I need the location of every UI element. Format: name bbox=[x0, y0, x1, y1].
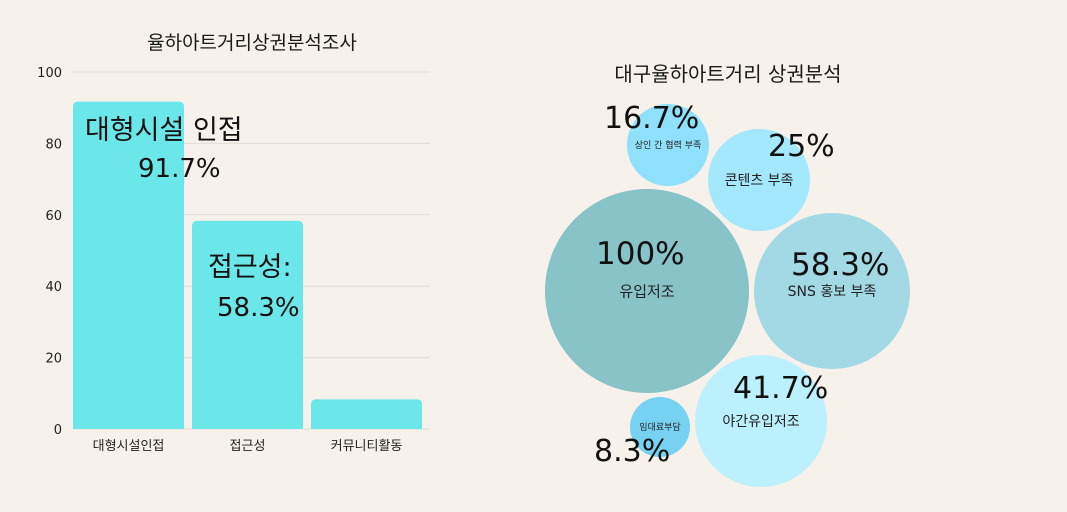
x-tick-label: 접근성 bbox=[230, 439, 266, 454]
bubble-label: 임대료부담 bbox=[639, 421, 680, 433]
bubble-chart-title: 대구율하아트거리 상권분석 bbox=[614, 62, 841, 86]
bar-annotation-title: 대형시설 인접 bbox=[85, 115, 243, 146]
y-tick-label: 80 bbox=[45, 137, 62, 152]
bar bbox=[192, 220, 303, 429]
bubble bbox=[630, 397, 690, 457]
bubble-value-label: 16.7% bbox=[604, 101, 699, 136]
bubble-value-label: 58.3% bbox=[791, 247, 889, 283]
y-tick-label: 100 bbox=[37, 66, 62, 81]
bar-annotation-value: 58.3% bbox=[217, 293, 300, 323]
bubble bbox=[627, 104, 709, 186]
bubble bbox=[754, 213, 910, 369]
bar bbox=[311, 399, 422, 429]
bar bbox=[73, 101, 184, 430]
bar-annotation-value: 91.7% bbox=[138, 154, 221, 184]
y-tick-label: 40 bbox=[45, 280, 62, 295]
bar-chart: 율하아트거리상권분석조사 0 20 40 60 80 100 대형시설인접 접근성 커뮤니티활동 대… bbox=[37, 32, 430, 454]
bubble-value-label: 25% bbox=[768, 129, 835, 164]
bubble-label: SNS 홍보 부족 bbox=[788, 284, 877, 300]
y-tick-label: 60 bbox=[45, 209, 62, 224]
bubble-label: 상인 간 협력 부족 bbox=[635, 139, 702, 151]
bubble bbox=[545, 189, 749, 393]
y-tick-label: 0 bbox=[54, 423, 62, 438]
bar-chart-title: 율하아트거리상권분석조사 bbox=[147, 32, 357, 54]
y-tick-label: 20 bbox=[45, 352, 62, 367]
bubble bbox=[708, 129, 810, 231]
bubble-label: 유입저조 bbox=[619, 282, 674, 300]
x-tick-label: 커뮤니티활동 bbox=[331, 439, 403, 454]
bubble-label: 야간유입저조 bbox=[722, 414, 799, 430]
bubble-label: 콘텐츠 부족 bbox=[725, 173, 794, 189]
bubble-value-label: 8.3% bbox=[594, 434, 670, 469]
bar-annotation-title: 접근성: bbox=[208, 252, 292, 283]
bubble-value-label: 100% bbox=[596, 236, 685, 272]
bubble bbox=[695, 355, 827, 487]
bubble-value-label: 41.7% bbox=[733, 371, 828, 406]
x-tick-label: 대형시설인접 bbox=[93, 439, 165, 454]
